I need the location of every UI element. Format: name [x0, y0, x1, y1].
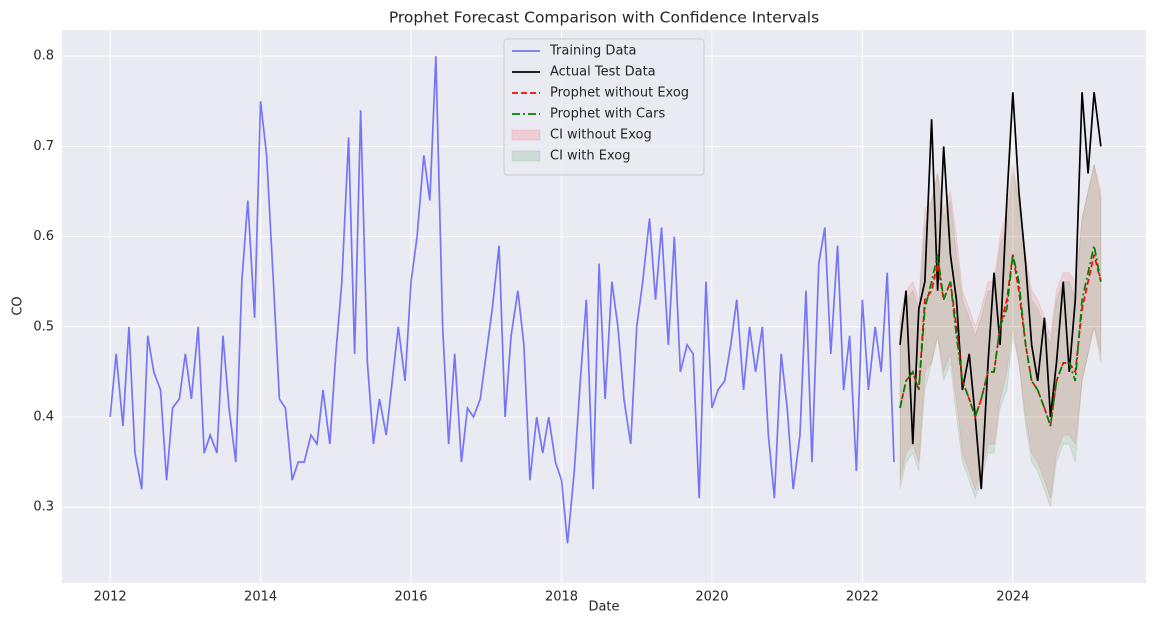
legend-label: Prophet with Cars	[550, 107, 665, 122]
y-tick-label: 0.6	[33, 229, 54, 244]
legend-swatch	[511, 129, 541, 141]
y-tick-label: 0.5	[33, 319, 54, 334]
legend-label: CI with Exog	[550, 149, 630, 164]
legend-label: Actual Test Data	[550, 65, 656, 80]
x-tick-label: 2022	[846, 590, 879, 605]
marks	[109, 56, 1102, 544]
y-tick-label: 0.7	[33, 139, 54, 154]
legend-label: Training Data	[549, 44, 636, 59]
x-tick-label: 2014	[244, 590, 277, 605]
series-line	[899, 245, 1102, 427]
y-tick-label: 0.4	[33, 410, 54, 425]
series-line	[899, 92, 1102, 490]
y-axis-label: CO	[11, 296, 26, 315]
y-tick-label: 0.3	[33, 500, 54, 515]
x-tick-label: 2012	[94, 590, 127, 605]
legend-swatch	[511, 150, 541, 162]
x-tick-label: 2024	[996, 590, 1029, 605]
legend-box	[503, 38, 705, 176]
series-line	[109, 56, 895, 544]
y-tick-label: 0.8	[33, 49, 54, 64]
chart-title: Prophet Forecast Comparison with Confide…	[389, 9, 819, 27]
x-tick-label: 2016	[394, 590, 427, 605]
x-tick-label: 2020	[695, 590, 728, 605]
legend-label: Prophet without Exog	[550, 86, 689, 101]
x-axis-label: Date	[588, 600, 619, 615]
legend: Training Data Actual Test Data Prophet wit…	[503, 38, 705, 176]
x-tick-label: 2018	[545, 590, 578, 605]
legend-label: CI without Exog	[550, 128, 652, 143]
